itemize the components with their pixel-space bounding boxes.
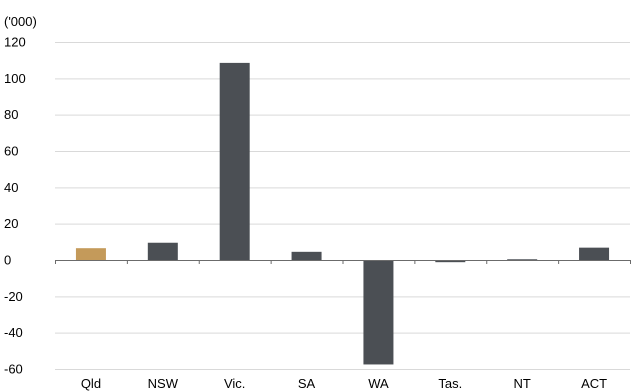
y-tick-label-5: 40 [4,180,18,195]
y-tick-label-6: 60 [4,144,18,159]
bar-nsw [147,242,178,260]
x-tick-label-act: ACT [581,376,607,391]
x-tick-label-qld: Qld [81,376,101,391]
bar-wa [363,260,394,365]
x-tick-label-sa: SA [298,376,316,391]
y-tick-label-2: -20 [4,289,23,304]
x-tick-label-nsw: NSW [148,376,179,391]
x-tick-label-tas: Tas. [438,376,462,391]
y-axis-tick-labels: -60 -40 -20 0 20 40 60 80 100 120 [4,35,26,377]
bar-vic [219,62,250,260]
bar-nt [507,259,538,261]
bar-sa [291,251,322,260]
y-tick-label-4: 20 [4,216,18,231]
x-tick-label-nt: NT [514,376,531,391]
bar-qld [75,248,106,260]
x-tick-label-wa: WA [368,376,389,391]
y-tick-label-3: 0 [4,253,11,268]
bar-tas [435,260,466,263]
y-tick-label-0: -60 [4,362,23,377]
bar-act [579,247,610,260]
y-tick-label-8: 100 [4,71,26,86]
x-tick-label-vic: Vic. [224,376,245,391]
x-axis [55,260,631,264]
bars [75,62,610,365]
x-axis-tick-labels: Qld NSW Vic. SA WA Tas. NT ACT [81,376,607,391]
y-tick-label-1: -40 [4,325,23,340]
gridlines [55,42,630,370]
y-tick-label-7: 80 [4,107,18,122]
y-tick-label-9: 120 [4,35,26,50]
y-axis-unit-label: ('000) [4,14,37,29]
